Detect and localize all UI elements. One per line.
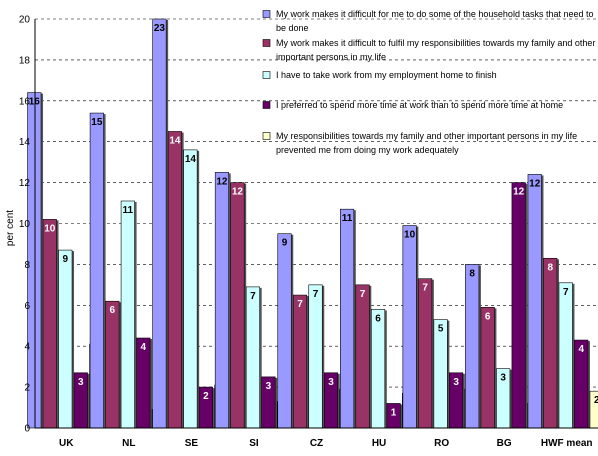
data-label: 12 bbox=[529, 178, 541, 189]
bar bbox=[105, 300, 120, 429]
data-label: 7 bbox=[297, 299, 303, 310]
y-tick-label: 18 bbox=[19, 55, 31, 66]
data-label: 10 bbox=[44, 223, 56, 234]
data-label: 12 bbox=[216, 176, 228, 187]
x-tick-label: SE bbox=[185, 438, 199, 449]
data-label: 7 bbox=[360, 289, 366, 300]
bar bbox=[183, 149, 198, 429]
data-label: 14 bbox=[169, 135, 181, 146]
y-tick-label: 0 bbox=[24, 424, 30, 435]
data-label: 10 bbox=[404, 230, 416, 241]
data-label: 3 bbox=[266, 381, 272, 392]
bar bbox=[152, 18, 167, 429]
data-label: 12 bbox=[513, 187, 525, 198]
bar bbox=[277, 233, 292, 429]
data-label: 4 bbox=[578, 344, 584, 355]
y-axis-label: per cent bbox=[5, 210, 16, 246]
data-label: 3 bbox=[78, 377, 84, 388]
legend-swatch bbox=[262, 132, 271, 140]
x-tick-label: RO bbox=[434, 438, 449, 449]
bar bbox=[511, 182, 526, 429]
bar bbox=[167, 131, 182, 429]
data-label: 14 bbox=[185, 154, 197, 165]
bar bbox=[27, 92, 42, 429]
data-label: 9 bbox=[62, 254, 68, 265]
bar bbox=[245, 286, 260, 429]
data-label: 15 bbox=[91, 117, 103, 128]
bar bbox=[230, 182, 245, 429]
data-label: 2 bbox=[203, 391, 209, 402]
bar bbox=[89, 112, 104, 429]
y-tick-label: 8 bbox=[24, 260, 30, 271]
y-tick-label: 20 bbox=[19, 15, 31, 26]
data-label: 6 bbox=[110, 305, 116, 316]
legend: My work makes it difficult for me to do … bbox=[262, 9, 595, 155]
bar bbox=[418, 278, 433, 429]
data-label: 8 bbox=[469, 268, 475, 279]
bar bbox=[58, 249, 73, 429]
data-label: 16 bbox=[29, 97, 41, 108]
legend-entry: My work makes it difficult for me to do … bbox=[276, 9, 594, 33]
data-label: 2 bbox=[594, 395, 598, 406]
y-tick-label: 12 bbox=[19, 178, 31, 189]
bar bbox=[527, 174, 542, 429]
data-label: 3 bbox=[453, 377, 459, 388]
bar bbox=[308, 284, 323, 429]
x-tick-label: SI bbox=[249, 438, 259, 449]
legend-swatch bbox=[262, 39, 271, 47]
bar bbox=[42, 219, 57, 429]
data-label: 7 bbox=[313, 289, 319, 300]
y-tick-label: 2 bbox=[24, 383, 30, 394]
data-label: 7 bbox=[422, 283, 428, 294]
x-tick-label: UK bbox=[59, 438, 74, 449]
data-label: 12 bbox=[232, 187, 244, 198]
bar bbox=[340, 208, 355, 429]
bar bbox=[543, 257, 558, 429]
data-label: 3 bbox=[328, 377, 334, 388]
legend-swatch bbox=[262, 101, 271, 109]
data-label: 4 bbox=[141, 342, 147, 353]
bar bbox=[214, 172, 229, 429]
bar bbox=[355, 284, 370, 429]
legend-entry: I preferred to spend more time at work t… bbox=[276, 100, 563, 110]
data-label: 1 bbox=[391, 407, 397, 418]
bar bbox=[465, 264, 480, 429]
legend-swatch bbox=[262, 10, 271, 18]
legend-entry: My work makes it difficult to fulfil my … bbox=[276, 38, 595, 62]
x-tick-label: CZ bbox=[310, 438, 323, 449]
data-label: 11 bbox=[342, 213, 353, 224]
x-tick-label: HU bbox=[372, 438, 386, 449]
y-tick-label: 16 bbox=[19, 96, 31, 107]
data-label: 5 bbox=[438, 324, 444, 335]
y-tick-label: 10 bbox=[19, 219, 31, 230]
data-label: 8 bbox=[547, 262, 553, 273]
y-tick-label: 14 bbox=[19, 137, 31, 148]
bar bbox=[433, 319, 448, 429]
bar bbox=[371, 309, 386, 429]
y-tick-label: 6 bbox=[24, 301, 30, 312]
data-label: 7 bbox=[250, 291, 256, 302]
data-label: 7 bbox=[563, 287, 569, 298]
data-label: 6 bbox=[485, 311, 491, 322]
legend-entry: My responsibilities towards my family an… bbox=[276, 131, 577, 155]
bar bbox=[402, 225, 417, 429]
data-label: 6 bbox=[375, 313, 381, 324]
data-label: 3 bbox=[500, 373, 506, 384]
legend-entry: I have to take work from my employment h… bbox=[276, 70, 497, 80]
data-label: 23 bbox=[154, 23, 166, 34]
x-tick-label: NL bbox=[122, 438, 135, 449]
data-label: 9 bbox=[282, 238, 288, 249]
bar bbox=[120, 200, 135, 429]
x-tick-label: BG bbox=[497, 438, 512, 449]
y-tick-label: 4 bbox=[24, 342, 30, 353]
bar bbox=[480, 307, 495, 429]
data-label: 11 bbox=[123, 205, 134, 216]
bar bbox=[558, 282, 573, 429]
legend-swatch bbox=[262, 71, 271, 79]
x-tick-label: HWF mean bbox=[541, 438, 593, 449]
bar bbox=[292, 294, 308, 429]
